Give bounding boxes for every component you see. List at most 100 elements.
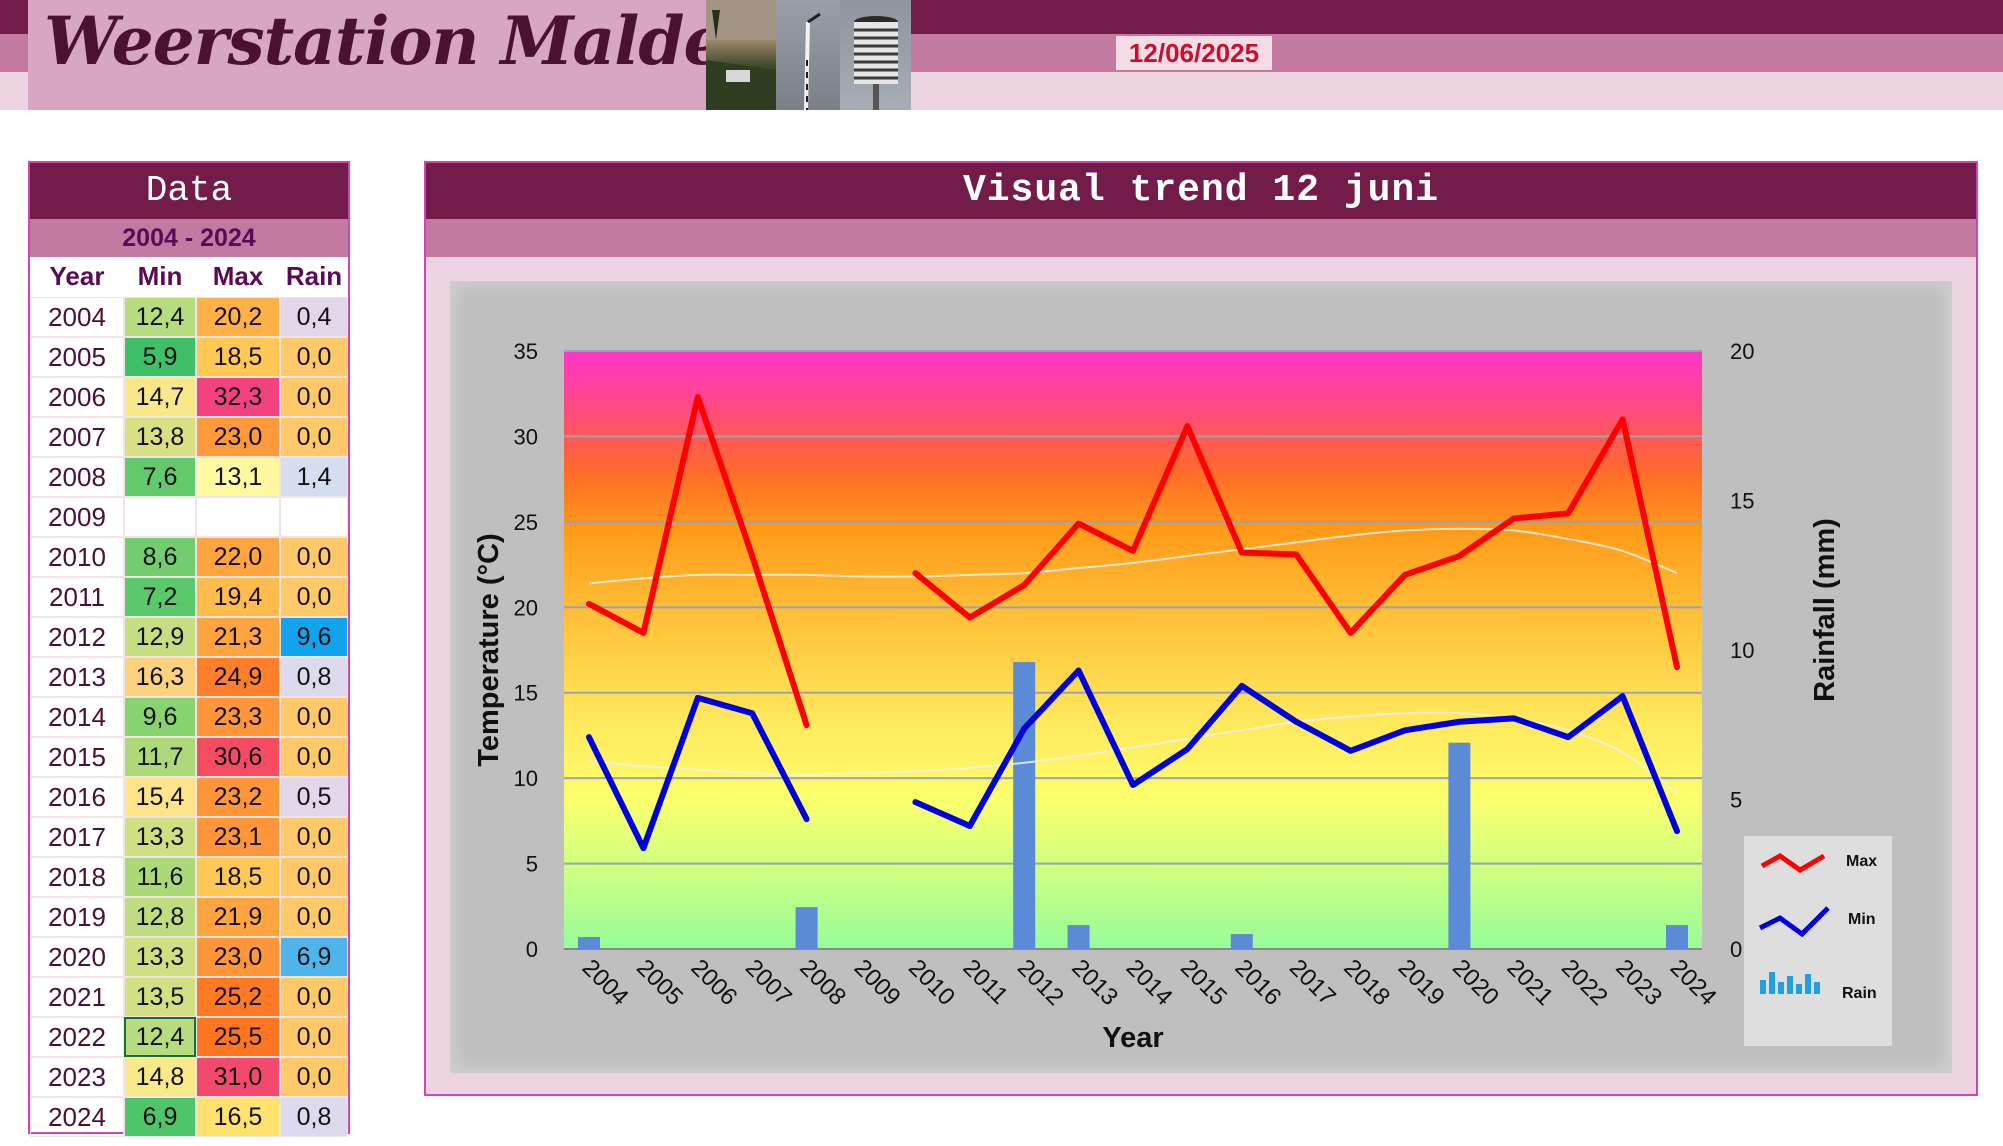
max-cell[interactable]: 13,1 — [196, 457, 280, 497]
y2-tick-label: 10 — [1730, 638, 1754, 663]
rain-cell[interactable]: 9,6 — [280, 617, 348, 657]
year-cell[interactable]: 2012 — [30, 617, 124, 657]
year-cell[interactable]: 2015 — [30, 737, 124, 777]
min-cell[interactable]: 13,3 — [124, 817, 196, 857]
rain-cell[interactable]: 0,0 — [280, 977, 348, 1017]
max-cell[interactable]: 21,3 — [196, 617, 280, 657]
rain-cell[interactable]: 0,8 — [280, 657, 348, 697]
year-cell[interactable]: 2022 — [30, 1017, 124, 1057]
min-cell[interactable]: 15,4 — [124, 777, 196, 817]
year-cell[interactable]: 2021 — [30, 977, 124, 1017]
current-date: 12/06/2025 — [1116, 36, 1272, 70]
min-cell[interactable]: 11,6 — [124, 857, 196, 897]
x-tick-label: 2007 — [740, 954, 797, 1011]
max-cell[interactable]: 23,0 — [196, 937, 280, 977]
max-cell[interactable]: 23,1 — [196, 817, 280, 857]
min-cell[interactable]: 9,6 — [124, 697, 196, 737]
year-cell[interactable]: 2007 — [30, 417, 124, 457]
rain-cell[interactable]: 0,0 — [280, 697, 348, 737]
rain-cell[interactable]: 0,5 — [280, 777, 348, 817]
max-cell[interactable]: 25,2 — [196, 977, 280, 1017]
max-cell[interactable]: 30,6 — [196, 737, 280, 777]
min-cell[interactable]: 13,5 — [124, 977, 196, 1017]
max-cell[interactable]: 18,5 — [196, 337, 280, 377]
rain-cell[interactable]: 0,0 — [280, 537, 348, 577]
table-row: 2016 15,4 23,2 0,5 — [30, 777, 348, 817]
min-cell[interactable]: 14,7 — [124, 377, 196, 417]
year-cell[interactable]: 2008 — [30, 457, 124, 497]
min-cell[interactable]: 13,8 — [124, 417, 196, 457]
max-cell[interactable]: 18,5 — [196, 857, 280, 897]
rain-cell[interactable]: 6,9 — [280, 937, 348, 977]
rain-cell[interactable]: 0,0 — [280, 1017, 348, 1057]
year-cell[interactable]: 2019 — [30, 897, 124, 937]
data-range-label: 2004 - 2024 — [30, 219, 348, 257]
year-cell[interactable]: 2014 — [30, 697, 124, 737]
min-temperature-line — [586, 667, 1680, 852]
min-cell[interactable]: 12,4 — [124, 1017, 196, 1057]
max-cell[interactable]: 22,0 — [196, 537, 280, 577]
year-cell[interactable]: 2004 — [30, 297, 124, 337]
year-cell[interactable]: 2013 — [30, 657, 124, 697]
rain-cell[interactable] — [280, 497, 348, 537]
rain-cell[interactable]: 0,4 — [280, 297, 348, 337]
max-cell[interactable]: 25,5 — [196, 1017, 280, 1057]
rain-cell[interactable]: 0,0 — [280, 1057, 348, 1097]
min-cell[interactable]: 5,9 — [124, 337, 196, 377]
min-cell[interactable]: 12,9 — [124, 617, 196, 657]
min-cell[interactable]: 11,7 — [124, 737, 196, 777]
rain-cell[interactable]: 1,4 — [280, 457, 348, 497]
photo-anemometer-mast — [776, 0, 840, 111]
max-cell[interactable]: 32,3 — [196, 377, 280, 417]
min-cell[interactable]: 13,3 — [124, 937, 196, 977]
max-cell[interactable]: 24,9 — [196, 657, 280, 697]
min-cell[interactable]: 16,3 — [124, 657, 196, 697]
x-tick-label: 2017 — [1284, 954, 1341, 1011]
year-cell[interactable]: 2006 — [30, 377, 124, 417]
max-cell[interactable]: 19,4 — [196, 577, 280, 617]
rain-cell[interactable]: 0,8 — [280, 1097, 348, 1137]
min-cell[interactable] — [124, 497, 196, 537]
year-cell[interactable]: 2016 — [30, 777, 124, 817]
table-row: 2021 13,5 25,2 0,0 — [30, 977, 348, 1017]
min-cell[interactable]: 14,8 — [124, 1057, 196, 1097]
rain-cell[interactable]: 0,0 — [280, 897, 348, 937]
trend-panel: Visual trend 12 juni 0 5 10 15 20 25 30 35 0 5 10 1… — [424, 161, 1978, 1096]
table-row: 2011 7,2 19,4 0,0 — [30, 577, 348, 617]
year-cell[interactable]: 2005 — [30, 337, 124, 377]
photo-station-landscape — [706, 0, 776, 110]
rain-cell[interactable]: 0,0 — [280, 337, 348, 377]
min-cell[interactable]: 8,6 — [124, 537, 196, 577]
rain-cell[interactable]: 0,0 — [280, 417, 348, 457]
min-cell[interactable]: 12,4 — [124, 297, 196, 337]
min-cell[interactable]: 7,6 — [124, 457, 196, 497]
max-cell[interactable]: 23,3 — [196, 697, 280, 737]
min-cell[interactable]: 12,8 — [124, 897, 196, 937]
year-cell[interactable]: 2011 — [30, 577, 124, 617]
year-cell[interactable]: 2010 — [30, 537, 124, 577]
rain-bar — [1230, 934, 1253, 949]
year-cell[interactable]: 2017 — [30, 817, 124, 857]
max-cell[interactable]: 16,5 — [196, 1097, 280, 1137]
year-cell[interactable]: 2023 — [30, 1057, 124, 1097]
min-cell[interactable]: 7,2 — [124, 577, 196, 617]
rain-cell[interactable]: 0,0 — [280, 857, 348, 897]
max-cell[interactable]: 23,2 — [196, 777, 280, 817]
rain-cell[interactable]: 0,0 — [280, 377, 348, 417]
year-cell[interactable]: 2018 — [30, 857, 124, 897]
max-cell[interactable] — [196, 497, 280, 537]
max-cell[interactable]: 31,0 — [196, 1057, 280, 1097]
min-cell[interactable]: 6,9 — [124, 1097, 196, 1137]
max-cell[interactable]: 20,2 — [196, 297, 280, 337]
rain-cell[interactable]: 0,0 — [280, 577, 348, 617]
x-tick-label: 2011 — [958, 954, 1014, 1010]
rain-cell[interactable]: 0,0 — [280, 737, 348, 777]
y2-tick-label: 15 — [1730, 489, 1754, 514]
max-cell[interactable]: 23,0 — [196, 417, 280, 457]
max-cell[interactable]: 21,9 — [196, 897, 280, 937]
year-cell[interactable]: 2024 — [30, 1097, 124, 1137]
year-cell[interactable]: 2020 — [30, 937, 124, 977]
year-cell[interactable]: 2009 — [30, 497, 124, 537]
x-tick-label: 2024 — [1665, 954, 1722, 1011]
rain-cell[interactable]: 0,0 — [280, 817, 348, 857]
